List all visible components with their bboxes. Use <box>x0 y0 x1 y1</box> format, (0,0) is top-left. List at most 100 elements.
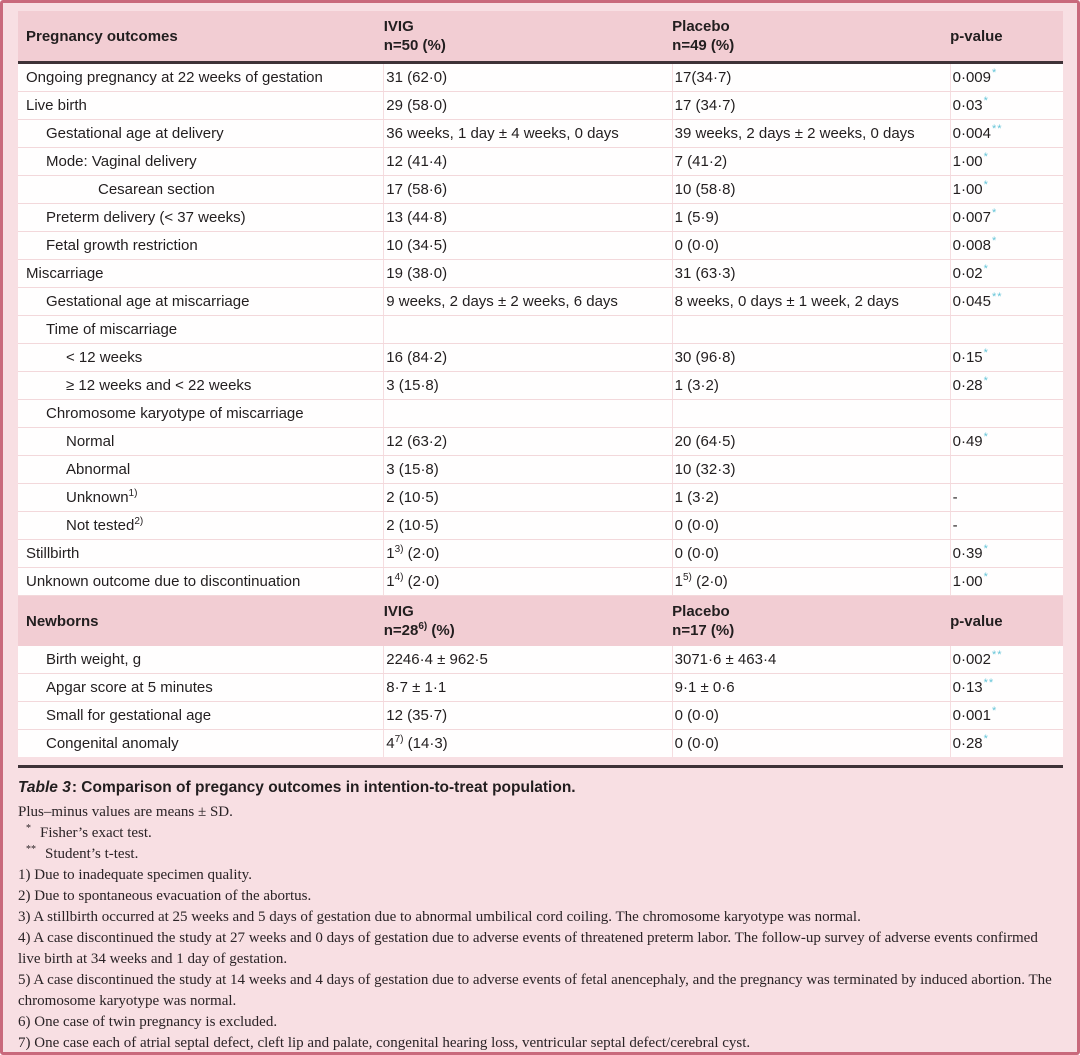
cell-pvalue: 0·007* <box>949 203 1063 232</box>
footnote-numbered: 6) One case of twin pregnancy is exclude… <box>18 1014 278 1030</box>
cell-text: 0·28 <box>952 377 983 394</box>
outcome-label: Unknown outcome due to discontinuation <box>26 573 301 590</box>
cell-text: 39 weeks, 2 days ± 2 weeks, 0 days <box>674 125 915 142</box>
outcome-label: Preterm delivery (< 37 weeks) <box>46 209 246 226</box>
significance-asterisk: * <box>983 733 989 745</box>
table-row: Stillbirth 13) (2·0) 0 (0·0) 0·39* <box>18 539 1063 568</box>
cell-text: 0·007 <box>952 209 991 226</box>
footnote-numbered: 2) Due to spontaneous evacuation of the … <box>18 888 312 904</box>
table-row: Gestational age at delivery 36 weeks, 1 d… <box>18 119 1063 148</box>
cell-outcome-label: Preterm delivery (< 37 weeks) <box>18 203 384 232</box>
cell-text: 0·15 <box>952 349 983 366</box>
column-header-pvalue: p-value <box>950 27 1003 45</box>
cell-placebo: 3071·6 ± 463·4 <box>671 646 951 674</box>
cell-pvalue: 0·03* <box>949 91 1063 120</box>
column-header-pvalue: p-value <box>950 612 1003 630</box>
cell-text: 17 (34·7) <box>674 97 736 114</box>
cell-ivig: 10 (34·5) <box>383 231 673 260</box>
footnote-star: ** Student’s t-test. <box>18 844 1063 865</box>
cell-pvalue: 0·045** <box>949 287 1063 316</box>
table-row: Congenital anomaly 47) (14·3) 0 (0·0) 0·28* <box>18 729 1063 757</box>
significance-asterisk: ** <box>983 677 995 689</box>
cell-text: 2 (10·5) <box>386 489 439 506</box>
outcome-label: Gestational age at miscarriage <box>46 293 250 310</box>
outcome-label: Time of miscarriage <box>46 321 178 338</box>
footnote-marker: 6) <box>418 621 428 632</box>
footnote-numbered: 4) A case discontinued the study at 27 w… <box>18 930 1038 967</box>
table-row: Live birth 29 (58·0) 17 (34·7) 0·03* <box>18 91 1063 120</box>
cell-ivig: 17 (58·6) <box>383 175 673 204</box>
cell-ivig: 12 (63·2) <box>383 427 673 456</box>
cell-ivig: 8·7 ± 1·1 <box>383 673 673 702</box>
footnote-star: * Fisher’s exact test. <box>18 823 1063 844</box>
outcome-label: Ongoing pregnancy at 22 weeks of gestati… <box>26 69 323 86</box>
cell-text: 31 (62·0) <box>386 69 448 86</box>
footnote-star-marker: * <box>26 823 31 834</box>
cell-text: 10 (34·5) <box>386 237 448 254</box>
cell-ivig: 16 (84·2) <box>383 343 673 372</box>
footnote-text: Student’s t-test. <box>45 846 139 862</box>
significance-asterisk: * <box>983 151 989 163</box>
outcome-label: Abnormal <box>66 461 131 478</box>
cell-text: 2 (10·5) <box>386 517 439 534</box>
cell-outcome-label: Unknown1) <box>18 483 384 512</box>
cell-text: 10 (58·8) <box>674 181 736 198</box>
cell-text: 12 (63·2) <box>386 433 448 450</box>
cell-text: 36 weeks, 1 day ± 4 weeks, 0 days <box>386 125 619 142</box>
outcome-label: < 12 weeks <box>66 349 143 366</box>
cell-text: 3071·6 ± 463·4 <box>674 651 777 668</box>
cell-pvalue: 0·49* <box>949 427 1063 456</box>
column-header-name: Placebo <box>672 603 730 620</box>
cell-placebo: 9·1 ± 0·6 <box>671 673 951 702</box>
table-row: Abnormal 3 (15·8) 10 (32·3) <box>18 455 1063 484</box>
cell-placebo: 1 (3·2) <box>671 483 951 512</box>
footnote-numbered: 1) Due to inadequate specimen quality. <box>18 867 252 883</box>
table-row: Cesarean section 17 (58·6) 10 (58·8) 1·00* <box>18 175 1063 204</box>
table-row: Unknown1) 2 (10·5) 1 (3·2) - <box>18 483 1063 512</box>
footnote-marker: 1) <box>128 488 138 499</box>
cell-text: (14·3) <box>403 735 448 752</box>
cell-text: (2·0) <box>403 573 440 590</box>
footnote-numbered: 3) A stillbirth occurred at 25 weeks and… <box>18 909 861 925</box>
footnote-marker: 2) <box>134 516 144 527</box>
outcome-label: ≥ 12 weeks and < 22 weeks <box>66 377 252 394</box>
column-header-n: n=50 (%) <box>384 36 668 55</box>
cell-pvalue: 0·001* <box>949 701 1063 730</box>
table-row: Preterm delivery (< 37 weeks) 13 (44·8) 1 … <box>18 203 1063 232</box>
cell-ivig: 13 (44·8) <box>383 203 673 232</box>
cell-text: 7 (41·2) <box>674 153 728 170</box>
cell-text: 9 weeks, 2 days ± 2 weeks, 6 days <box>386 293 618 310</box>
outcome-label: Apgar score at 5 minutes <box>46 679 213 696</box>
cell-placebo <box>671 315 951 344</box>
cell-text: 0·28 <box>952 735 983 752</box>
cell-pvalue: 0·15* <box>949 343 1063 372</box>
footnote-numbered: 5) A case discontinued the study at 14 w… <box>18 972 1052 1009</box>
cell-text: - <box>952 517 958 534</box>
table-row: Not tested2) 2 (10·5) 0 (0·0) - <box>18 511 1063 540</box>
cell-text: 17(34·7) <box>674 69 732 86</box>
footnote-star-marker: ** <box>26 844 36 855</box>
cell-text: 0·49 <box>952 433 983 450</box>
cell-text: 0 (0·0) <box>674 707 719 724</box>
footnote-marker: 4) <box>394 572 404 583</box>
cell-placebo: 0 (0·0) <box>671 539 951 568</box>
cell-outcome-label: Time of miscarriage <box>18 315 384 344</box>
cell-ivig <box>383 399 673 428</box>
cell-text: (2·0) <box>403 545 440 562</box>
cell-text: n=28 <box>383 622 419 639</box>
cell-ivig: 3 (15·8) <box>383 371 673 400</box>
cell-text: 8 weeks, 0 days ± 1 week, 2 days <box>674 293 899 310</box>
cell-pvalue: 0·28* <box>949 729 1063 757</box>
cell-text: (%) <box>427 622 455 639</box>
cell-ivig: 12 (35·7) <box>383 701 673 730</box>
cell-ivig: 12 (41·4) <box>383 147 673 176</box>
table-row: Mode: Vaginal delivery 12 (41·4) 7 (41·2) 1… <box>18 147 1063 176</box>
outcome-label: Stillbirth <box>26 545 80 562</box>
cell-text: 10 (32·3) <box>674 461 736 478</box>
table-row: Unknown outcome due to discontinuation 14… <box>18 567 1063 596</box>
cell-outcome-label: Small for gestational age <box>18 701 384 730</box>
cell-text: n=49 (%) <box>672 37 735 54</box>
cell-pvalue: 0·28* <box>949 371 1063 400</box>
cell-placebo: 17 (34·7) <box>671 91 951 120</box>
significance-asterisk: * <box>983 543 989 555</box>
